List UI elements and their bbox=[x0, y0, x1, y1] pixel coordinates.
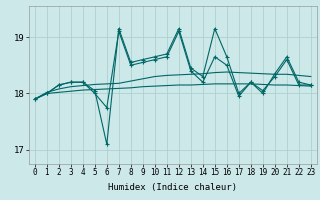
X-axis label: Humidex (Indice chaleur): Humidex (Indice chaleur) bbox=[108, 183, 237, 192]
